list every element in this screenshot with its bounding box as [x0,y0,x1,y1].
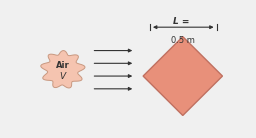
Text: L =: L = [173,17,189,26]
Text: Air: Air [56,61,70,70]
Text: V: V [60,72,66,81]
Text: 0.5 m: 0.5 m [171,36,195,45]
Polygon shape [41,51,85,88]
Polygon shape [143,37,222,116]
